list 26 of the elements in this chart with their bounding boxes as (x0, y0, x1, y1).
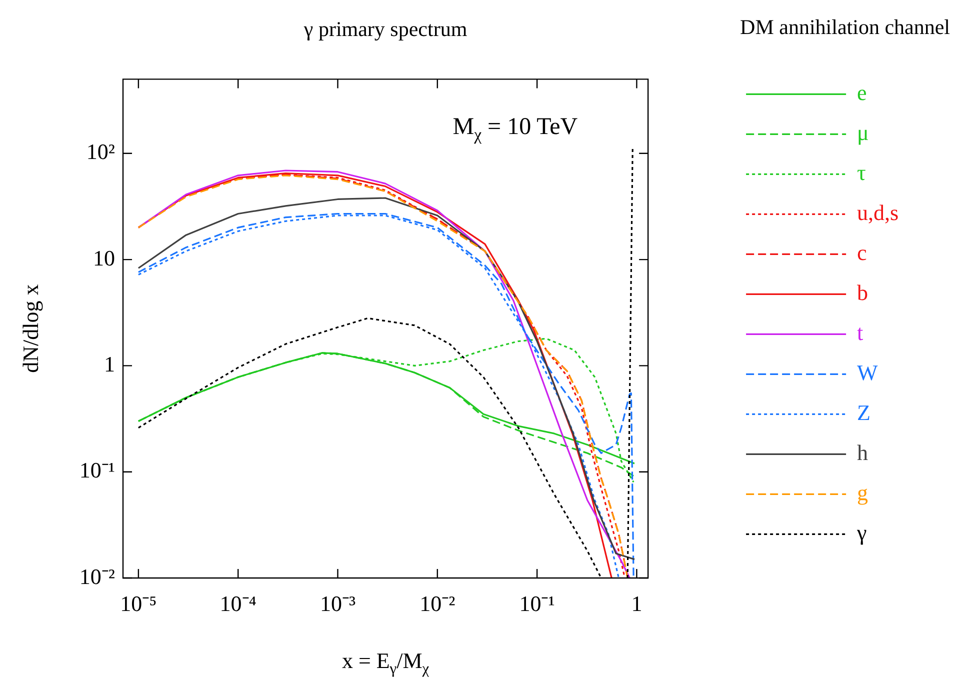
legend-label: h (857, 440, 868, 465)
y-tick-label: 10 (93, 245, 115, 270)
y-tick-label: 10⁻¹ (79, 458, 115, 483)
x-tick-label: 10⁻⁴ (220, 590, 257, 616)
y-tick-label: 10⁻² (79, 564, 116, 589)
legend-label: b (857, 280, 868, 305)
legend-label: τ (857, 160, 866, 185)
legend-label: e (857, 80, 867, 105)
x-tick-label: 10⁻³ (320, 590, 356, 616)
x-tick-label: 10⁻¹ (519, 590, 555, 616)
legend-label: Z (857, 400, 871, 425)
x-tick-label: 1 (631, 590, 642, 616)
chart-title: γ primary spectrum (302, 17, 468, 42)
y-tick-label: 1 (104, 351, 115, 376)
legend-label: μ (857, 120, 869, 145)
x-tick-label: 10⁻⁵ (120, 590, 157, 616)
legend-label: W (857, 360, 878, 385)
legend-label: t (857, 320, 864, 345)
legend-label: c (857, 240, 868, 265)
legend-label: γ (856, 520, 868, 545)
legend-label: u,d,s (857, 200, 899, 225)
y-axis-title: dN/dlog x (18, 284, 43, 373)
x-tick-label: 10⁻² (420, 590, 456, 616)
legend-title: DM annihilation channel (740, 15, 950, 40)
y-tick-label: 10² (86, 139, 116, 164)
legend-label: g (857, 480, 868, 505)
